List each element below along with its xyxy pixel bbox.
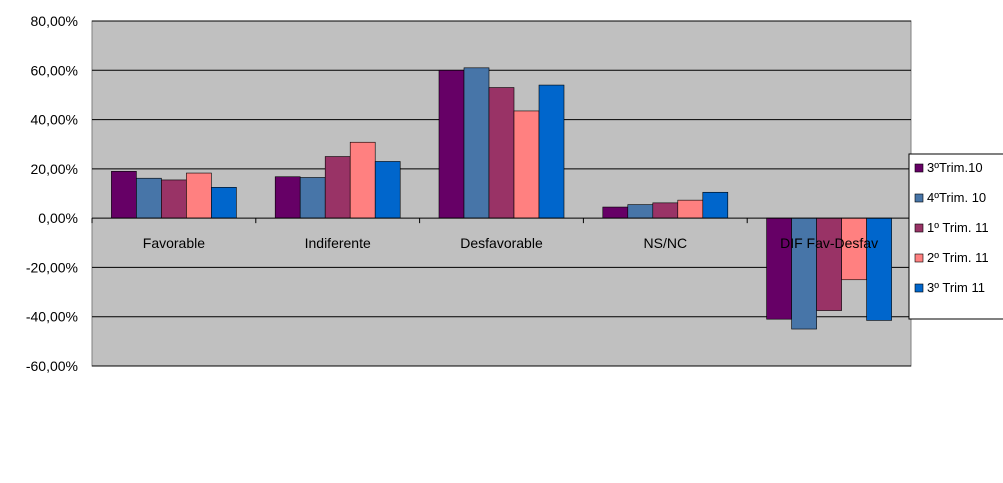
bars	[91, 67, 912, 330]
bar	[324, 156, 351, 219]
bar	[438, 69, 465, 219]
y-tick-label: 0,00%	[38, 210, 78, 226]
legend-label: 2º Trim. 11	[927, 250, 989, 265]
bar	[463, 67, 490, 219]
bar	[652, 202, 679, 219]
y-tick-label: 20,00%	[31, 161, 78, 177]
bar	[791, 217, 817, 330]
legend-label: 1º Trim. 11	[927, 220, 989, 235]
bar	[488, 87, 515, 219]
x-axis-category-labels: Favorable Indiferente Desfavorable NS/NC DIF…	[143, 235, 878, 251]
bar	[274, 176, 301, 219]
bar	[299, 177, 326, 219]
legend-swatch	[914, 163, 924, 173]
legend-swatch	[914, 283, 924, 293]
y-tick-label: 80,00%	[31, 13, 78, 29]
bar	[538, 84, 565, 219]
bar	[111, 171, 137, 219]
y-tick-label: 60,00%	[31, 62, 78, 78]
legend-swatch	[914, 193, 924, 203]
category-label: Indiferente	[305, 235, 371, 251]
bar	[841, 217, 867, 281]
y-tick-label: -60,00%	[26, 358, 78, 374]
bar	[211, 187, 237, 219]
y-axis-tick-labels: 80,00% 60,00% 40,00% 20,00% 0,00% -20,00% -40,…	[26, 13, 78, 374]
bar	[702, 191, 729, 219]
category-label: NS/NC	[644, 235, 688, 251]
legend-label: 3º Trim 11	[927, 280, 985, 295]
legend-box	[908, 153, 1003, 320]
bar	[374, 161, 401, 219]
legend: 3ºTrim.10 4ºTrim. 10 1º Trim. 11 2º Trim. 1…	[908, 153, 1003, 320]
bar	[161, 179, 187, 219]
bar	[766, 217, 792, 320]
category-label: DIF Fav-Desfav	[780, 235, 878, 251]
category-label: Favorable	[143, 235, 205, 251]
bar	[677, 199, 704, 219]
y-tick-label: -40,00%	[26, 309, 78, 325]
bar	[816, 217, 842, 311]
legend-label: 4ºTrim. 10	[927, 190, 986, 205]
y-tick-label: 40,00%	[31, 112, 78, 128]
bar	[602, 206, 629, 219]
legend-swatch	[914, 253, 924, 263]
legend-label: 3ºTrim.10	[927, 160, 983, 175]
category-label: Desfavorable	[460, 235, 543, 251]
bar	[349, 141, 376, 219]
bar	[136, 177, 162, 219]
bar	[186, 172, 212, 219]
bar	[866, 217, 892, 321]
bar	[627, 204, 654, 219]
y-tick-label: -20,00%	[26, 259, 78, 275]
legend-swatch	[914, 223, 924, 233]
bar	[513, 110, 540, 219]
